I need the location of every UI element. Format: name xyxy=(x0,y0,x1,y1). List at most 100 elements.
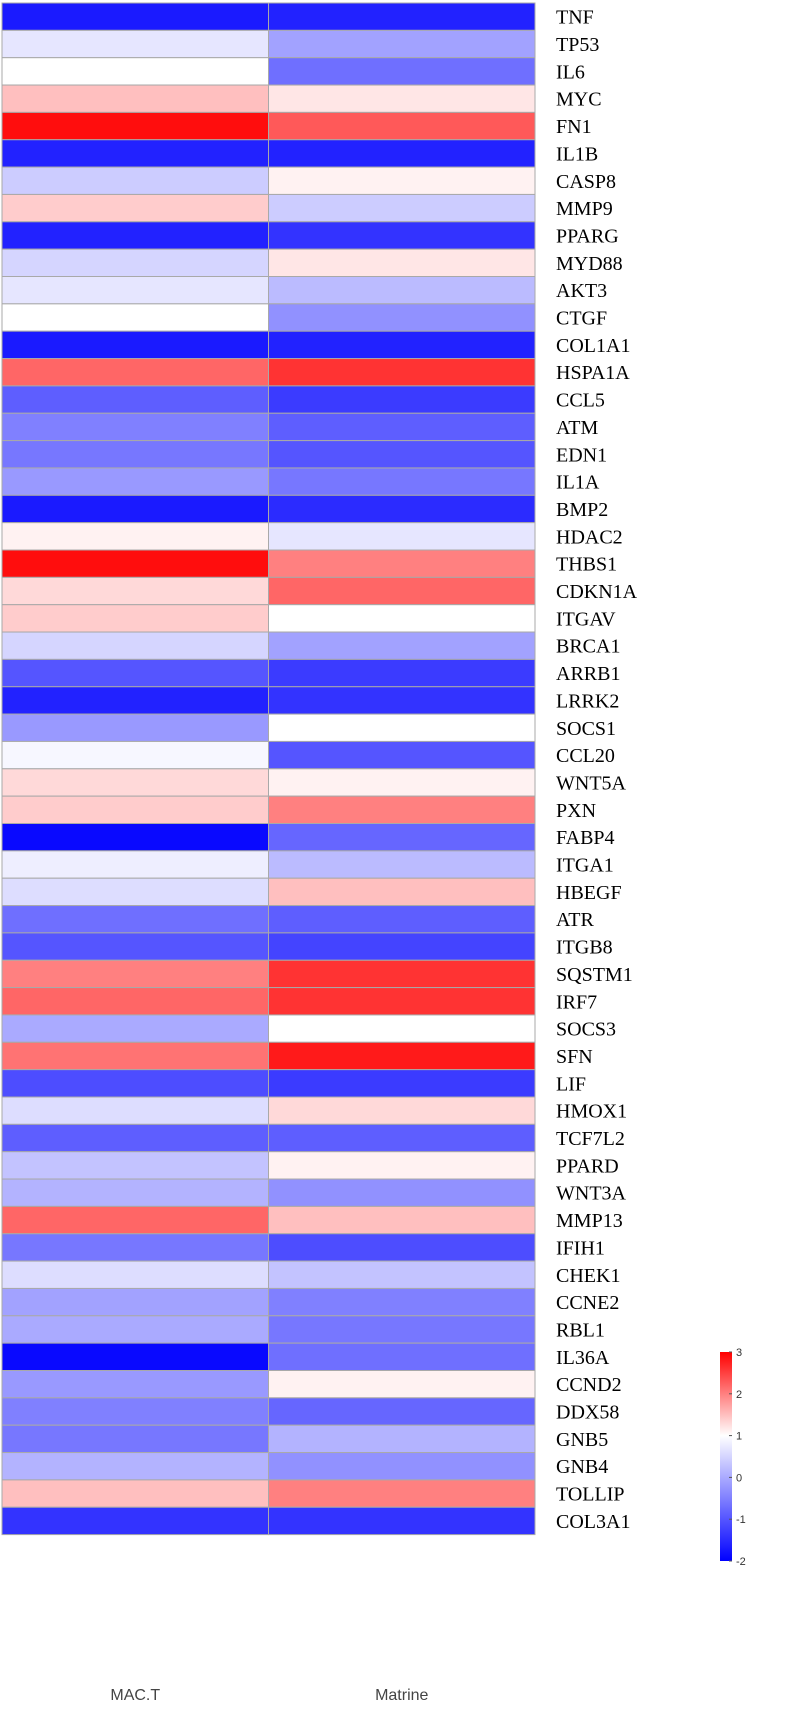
heatmap-cell xyxy=(268,1479,536,1508)
row-label: GNB5 xyxy=(556,1429,608,1451)
row-label: IRF7 xyxy=(556,991,597,1013)
row-label: HSPA1A xyxy=(556,362,630,384)
heatmap-cell xyxy=(268,905,536,934)
color-legend: 3 2 1 0 -1 -2 xyxy=(720,1347,746,1568)
row-label: IFIH1 xyxy=(556,1237,605,1259)
heatmap-cell xyxy=(268,1233,536,1262)
heatmap-cell xyxy=(268,1123,536,1153)
row-label: PXN xyxy=(556,800,596,822)
heatmap-cell xyxy=(1,139,269,168)
row-label: IL6 xyxy=(556,61,585,83)
row-label: IL36A xyxy=(556,1347,610,1369)
heatmap-cell xyxy=(1,276,269,305)
heatmap-cell xyxy=(268,768,536,797)
heatmap-cell xyxy=(268,959,536,989)
heatmap-cell xyxy=(1,1506,269,1536)
heatmap-cell xyxy=(268,1069,536,1098)
heatmap-cell xyxy=(268,823,536,852)
row-label: SQSTM1 xyxy=(556,964,633,986)
row-label: FABP4 xyxy=(556,827,615,849)
heatmap-cell xyxy=(1,111,269,141)
heatmap-cell xyxy=(268,358,536,387)
heatmap-cell xyxy=(1,631,269,660)
heatmap-cell xyxy=(268,1041,536,1071)
row-label: TP53 xyxy=(556,34,599,56)
row-label: CCL5 xyxy=(556,390,605,412)
colorbar-tick-label: 1 xyxy=(736,1431,742,1443)
heatmap-cell xyxy=(1,1452,269,1481)
row-label: PPARD xyxy=(556,1155,619,1177)
heatmap-cell xyxy=(268,576,536,606)
heatmap-cell xyxy=(1,576,269,606)
heatmap-cell xyxy=(268,440,536,469)
heatmap-cell xyxy=(268,1342,536,1372)
heatmap-cell xyxy=(268,1014,536,1043)
row-label: MYC xyxy=(556,89,602,111)
row-label: ITGA1 xyxy=(556,855,614,877)
heatmap-cell xyxy=(268,1178,536,1207)
heatmap-cell xyxy=(1,850,269,879)
heatmap-cell xyxy=(268,1260,536,1289)
heatmap-cell xyxy=(268,522,536,551)
row-label: RBL1 xyxy=(556,1319,605,1341)
row-label: ITGAV xyxy=(556,608,616,630)
row-label: LRRK2 xyxy=(556,690,619,712)
row-label: CASP8 xyxy=(556,171,616,193)
row-label: AKT3 xyxy=(556,280,607,302)
heatmap-cell xyxy=(1,1287,269,1317)
heatmap-cell xyxy=(1,358,269,387)
heatmap-cell xyxy=(268,686,536,715)
heatmap-cell xyxy=(1,221,269,250)
heatmap-cell xyxy=(268,658,536,688)
row-label: PPARG xyxy=(556,225,619,247)
row-label: WNT5A xyxy=(556,772,627,794)
heatmap-cell xyxy=(1,303,269,332)
heatmap-cell xyxy=(1,1397,269,1426)
row-label: IL1A xyxy=(556,472,600,494)
colorbar-tick-label: 0 xyxy=(736,1472,742,1484)
heatmap-cell xyxy=(268,1096,536,1125)
heatmap-cell xyxy=(1,713,269,742)
row-label: BMP2 xyxy=(556,499,608,521)
row-label: CCND2 xyxy=(556,1374,622,1396)
heatmap-cell xyxy=(1,494,269,524)
colorbar-tick-label: 2 xyxy=(736,1389,742,1401)
heatmap-cell xyxy=(268,795,536,825)
heatmap-cell xyxy=(1,1069,269,1098)
heatmap-cell xyxy=(1,2,269,31)
heatmap-cell xyxy=(268,2,536,31)
colorbar-tick-label: -1 xyxy=(736,1514,746,1526)
row-label: THBS1 xyxy=(556,554,617,576)
heatmap-cell xyxy=(268,877,536,907)
heatmap-cell xyxy=(1,658,269,688)
heatmap-cell xyxy=(268,193,536,223)
row-label: FN1 xyxy=(556,116,592,138)
row-label: COL3A1 xyxy=(556,1511,630,1533)
heatmap-cell xyxy=(1,795,269,825)
row-label: HDAC2 xyxy=(556,526,623,548)
colorbar-tick-label: 3 xyxy=(736,1347,742,1359)
row-label: ITGB8 xyxy=(556,937,613,959)
heatmap-cell xyxy=(268,57,536,86)
heatmap-cell xyxy=(268,850,536,879)
heatmap-cell xyxy=(1,1205,269,1235)
heatmap-cell xyxy=(1,412,269,442)
column-labels: MAC.T Matrine xyxy=(110,1687,428,1704)
row-label: TCF7L2 xyxy=(556,1128,625,1150)
heatmap-cell xyxy=(268,987,536,1016)
heatmap-cell xyxy=(268,1370,536,1399)
heatmap-cell xyxy=(268,1452,536,1481)
colorbar-tick-label: -2 xyxy=(736,1556,746,1568)
column-label: MAC.T xyxy=(110,1687,160,1704)
heatmap-cell xyxy=(1,877,269,907)
row-labels: TNF TP53 IL6 MYC FN1 IL1B CASP8 MMP9 PPARG MYD88 A… xyxy=(556,7,638,1533)
heatmap-cell xyxy=(1,330,269,360)
heatmap-cell xyxy=(268,303,536,332)
row-label: TNF xyxy=(556,7,594,29)
row-label: EDN1 xyxy=(556,444,607,466)
row-label: CHEK1 xyxy=(556,1265,620,1287)
heatmap-cell xyxy=(268,412,536,442)
heatmap-cell xyxy=(268,1205,536,1235)
heatmap-cell xyxy=(1,905,269,934)
heatmap-cell xyxy=(1,1370,269,1399)
